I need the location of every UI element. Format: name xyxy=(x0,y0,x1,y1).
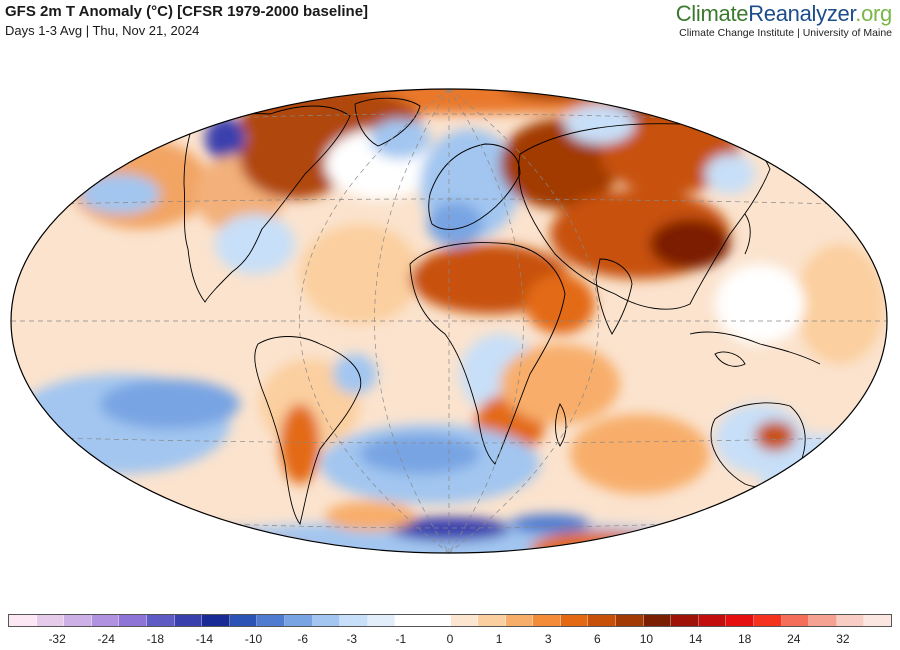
brand-name-part-3: .org xyxy=(855,1,892,26)
colorbar-cell xyxy=(64,615,92,626)
colorbar-tick-label: 10 xyxy=(639,632,654,646)
colorbar-cell xyxy=(809,615,837,626)
colorbar-cell xyxy=(698,615,727,626)
colorbar-cell xyxy=(284,615,313,626)
colorbar-cell xyxy=(367,615,396,626)
brand-affiliation: Climate Change Institute | University of… xyxy=(679,27,892,39)
colorbar-tick-label: -10 xyxy=(244,632,263,646)
colorbar-cell xyxy=(505,615,534,626)
world-map xyxy=(10,88,888,554)
colorbar-cell xyxy=(726,615,755,626)
colorbar-tick-label: -6 xyxy=(297,632,308,646)
colorbar-cell xyxy=(450,615,479,626)
colorbar-cell xyxy=(174,615,203,626)
colorbar-cell xyxy=(643,615,672,626)
colorbar-tick-label: -1 xyxy=(395,632,407,646)
colorbar-tick-label: -14 xyxy=(195,632,214,646)
colorbar-tick-label: 32 xyxy=(836,632,850,646)
colorbar-cell xyxy=(146,615,175,626)
colorbar-cell xyxy=(560,615,589,626)
colorbar-tick-label: 14 xyxy=(688,632,703,646)
colorbar-tick-label: -32 xyxy=(48,632,66,646)
colorbar-cell xyxy=(588,615,617,626)
colorbar-tick-label: 6 xyxy=(593,632,601,646)
globe-border xyxy=(10,88,888,554)
colorbar-tick-label: 3 xyxy=(544,632,552,646)
colorbar-cell xyxy=(478,615,506,626)
colorbar-cell xyxy=(36,615,65,626)
colorbar-tick-label: -24 xyxy=(97,632,115,646)
brand-logo[interactable]: ClimateReanalyzer.org Climate Change Ins… xyxy=(675,1,893,40)
colorbar-tick-label: 0 xyxy=(446,632,454,646)
map-subtitle: Days 1-3 Avg | Thu, Nov 21, 2024 xyxy=(5,23,200,38)
colorbar-cell xyxy=(616,615,644,626)
colorbar-tick-label: 18 xyxy=(737,632,752,646)
colorbar-cell xyxy=(671,615,699,626)
colorbar-ticks: -32 -24 -18 -14 -10 -6 -3 -1 0 1 3 6 10 14 18 24 32 xyxy=(8,632,892,648)
colorbar-cell xyxy=(754,615,782,626)
graticule xyxy=(11,89,887,553)
anomaly-field xyxy=(11,89,887,553)
map-title: GFS 2m T Anomaly (°C) [CFSR 1979-2000 ba… xyxy=(5,3,369,20)
colorbar-cell xyxy=(202,615,230,626)
colorbar-cell xyxy=(340,615,368,626)
brand-name: ClimateReanalyzer.org xyxy=(675,1,893,26)
colorbar-tick-label: 1 xyxy=(495,632,503,646)
colorbar xyxy=(8,614,892,627)
colorbar-cell xyxy=(229,615,258,626)
colorbar-tick-label: -3 xyxy=(346,632,358,646)
colorbar-cell xyxy=(257,615,285,626)
colorbar-cell xyxy=(119,615,147,626)
colorbar-cell xyxy=(781,615,810,626)
colorbar-tick-label: -18 xyxy=(146,632,164,646)
colorbar-cell xyxy=(9,615,37,626)
brand-name-part-1: Climate xyxy=(675,1,749,26)
colorbar-tick-label: 24 xyxy=(787,632,801,646)
colorbar-cell xyxy=(312,615,341,626)
colorbar-cell xyxy=(422,615,451,626)
colorbar-cell xyxy=(395,615,423,626)
colorbar-cell xyxy=(864,615,891,626)
colorbar-cell xyxy=(533,615,561,626)
colorbar-cell xyxy=(91,615,120,626)
brand-name-part-2: Reanalyzer xyxy=(748,1,856,26)
colorbar-cell xyxy=(836,615,865,626)
